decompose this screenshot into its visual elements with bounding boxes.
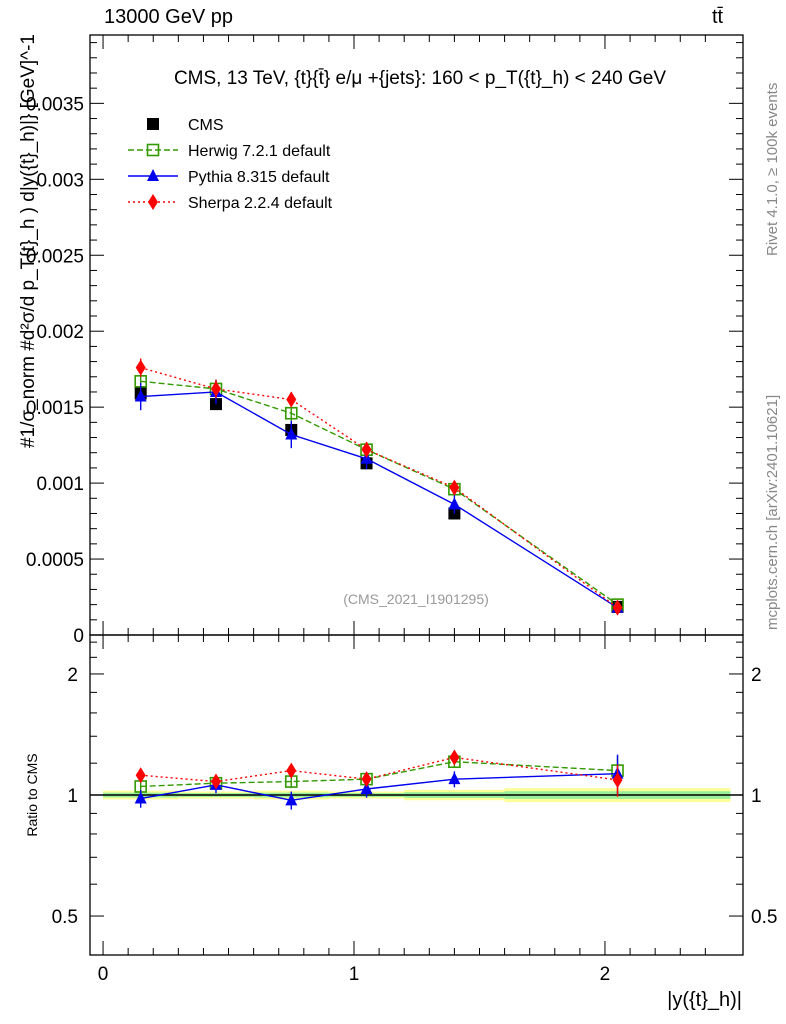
ratio-tick-label-right: 1 <box>751 786 762 807</box>
ratio-point <box>448 772 461 785</box>
data-point <box>286 391 297 408</box>
analysis-watermark: (CMS_2021_I1901295) <box>343 591 489 607</box>
header-left: 13000 GeV pp <box>104 6 233 28</box>
x-tick-label: 2 <box>600 964 611 985</box>
data-point <box>135 359 146 376</box>
y-tick-label: 0.0035 <box>26 94 84 115</box>
series-line-3 <box>140 366 618 609</box>
ratio-tick-label: 1 <box>67 786 78 807</box>
ratio-axis-label: Ratio to CMS <box>24 753 40 836</box>
legend-label: Herwig 7.2.1 default <box>188 143 331 160</box>
data-point <box>612 599 623 616</box>
ratio-point <box>285 793 298 806</box>
ratio-point <box>135 767 146 784</box>
ratio-line <box>140 756 618 783</box>
data-point <box>134 389 147 402</box>
ratio-tick-label-right: 0.5 <box>751 907 777 928</box>
legend-label: Pythia 8.315 default <box>188 169 330 186</box>
y-tick-label: 0.0015 <box>26 398 84 419</box>
ratio-tick-label-right: 2 <box>751 665 762 686</box>
x-tick-label: 1 <box>349 964 360 985</box>
data-point <box>284 406 298 420</box>
series-line-1 <box>140 380 618 606</box>
ratio-point <box>361 771 372 788</box>
data-point <box>448 497 461 510</box>
legend-marker <box>147 118 159 130</box>
legend-marker <box>147 169 159 181</box>
series-line-2 <box>140 391 618 609</box>
y-tick-label: 0.0025 <box>26 246 84 267</box>
x-tick-label: 0 <box>98 964 109 985</box>
ratio-point <box>210 773 221 790</box>
ratio-point <box>612 771 623 788</box>
y-tick-label: 0.002 <box>36 322 84 343</box>
y-axis-label: #1/σ_norm #d²σ/d p_T{t}_h ) d|y({t}_h)|}… <box>18 34 39 448</box>
ratio-line <box>140 761 618 788</box>
legend-marker <box>146 143 160 157</box>
data-point <box>449 479 460 496</box>
legend-marker <box>148 194 158 210</box>
ratio-point <box>286 762 297 779</box>
y-tick-label: 0.0005 <box>26 550 84 571</box>
header-right: tt̄ <box>712 6 724 28</box>
ratio-tick-label: 0.5 <box>52 907 78 928</box>
ratio-tick-label: 2 <box>67 665 78 686</box>
legend-label: Sherpa 2.2.4 default <box>188 195 333 212</box>
y-tick-label: 0.001 <box>36 474 84 495</box>
data-point <box>285 427 298 440</box>
plot-title: CMS, 13 TeV, {t}{t̄} e/μ +{jets}: 160 < … <box>174 68 666 89</box>
legend-label: CMS <box>188 117 224 134</box>
data-point <box>210 380 221 397</box>
x-axis-label: |y({t}_h)| <box>667 989 742 1011</box>
y-tick-label: 0 <box>73 626 84 647</box>
y-tick-label: 0.003 <box>36 170 84 191</box>
ratio-point <box>134 791 147 804</box>
ratio-point <box>360 781 373 794</box>
data-point <box>361 441 372 458</box>
data-point <box>360 451 373 464</box>
ratio-point <box>449 749 460 766</box>
ratio-line <box>140 772 618 802</box>
